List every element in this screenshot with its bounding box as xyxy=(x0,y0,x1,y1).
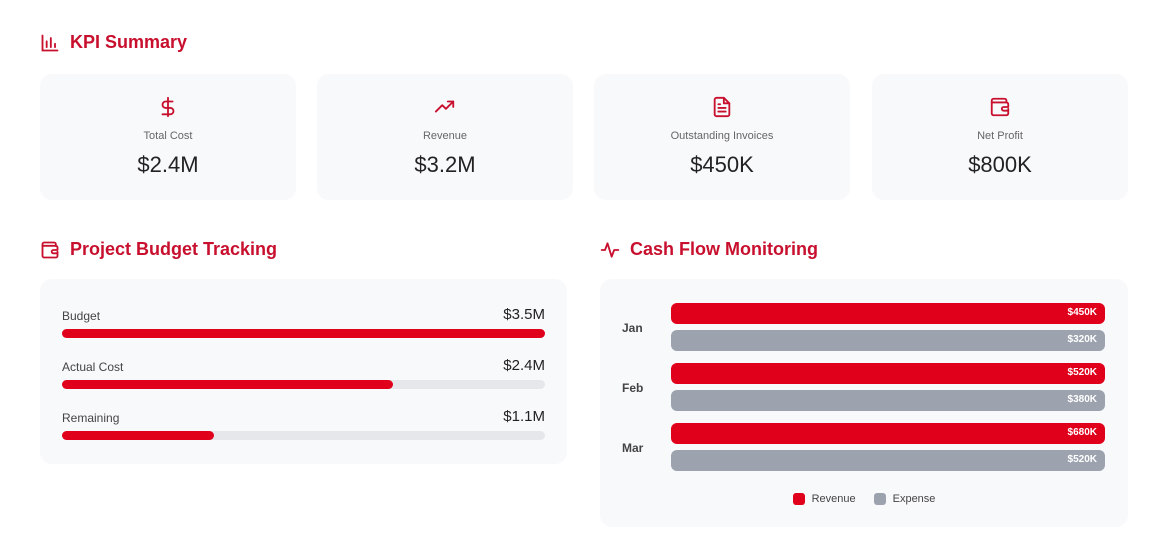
expense-bar: $320K xyxy=(671,330,1105,351)
bar-chart-icon xyxy=(41,34,59,51)
month-label: Jan xyxy=(622,321,643,335)
legend-item-revenue: Revenue xyxy=(792,493,856,505)
kpi-summary-title: KPI Summary xyxy=(40,32,187,53)
cashflow-section-title: Cash Flow Monitoring xyxy=(600,239,818,260)
kpi-card-total-cost: Total Cost $2.4M xyxy=(40,74,296,200)
kpi-value: $3.2M xyxy=(414,152,476,177)
legend-label: Revenue xyxy=(811,493,856,505)
bar-value-label: $450K xyxy=(1067,307,1097,318)
progress-track xyxy=(62,380,545,389)
dollar-icon xyxy=(161,96,175,118)
budget-row-label: Remaining xyxy=(62,411,120,425)
expense-bar: $520K xyxy=(671,450,1105,471)
progress-track xyxy=(62,431,545,440)
kpi-card-outstanding-invoices: Outstanding Invoices $450K xyxy=(594,74,850,200)
budget-row-value: $3.5M xyxy=(503,306,545,323)
bar-value-label: $380K xyxy=(1067,394,1097,405)
legend-swatch-revenue xyxy=(792,493,805,505)
kpi-value: $2.4M xyxy=(137,152,199,177)
budget-section-label: Project Budget Tracking xyxy=(70,239,278,259)
progress-fill xyxy=(62,431,214,440)
legend-item-expense: Expense xyxy=(873,493,936,505)
kpi-label: Total Cost xyxy=(143,130,193,142)
revenue-bar: $520K xyxy=(671,363,1105,384)
wallet-icon xyxy=(41,241,59,258)
progress-fill xyxy=(62,380,394,389)
expense-bar: $380K xyxy=(671,390,1105,411)
progress-fill xyxy=(62,329,545,338)
progress-track xyxy=(62,329,545,338)
budget-section-title: Project Budget Tracking xyxy=(40,239,277,260)
cashflow-chart: Revenue Expense Jan $450K $320K Feb $520K $38… xyxy=(600,279,1128,527)
cashflow-section-label: Cash Flow Monitoring xyxy=(630,239,818,259)
bar-value-label: $680K xyxy=(1067,427,1097,438)
kpi-label: Net Profit xyxy=(977,130,1023,142)
kpi-card-net-profit: Net Profit $800K xyxy=(872,74,1128,200)
budget-card: Budget $3.5M Actual Cost $2.4M Remaining… xyxy=(40,279,567,464)
bar-value-label: $520K xyxy=(1067,367,1097,378)
chart-legend: Revenue Expense xyxy=(600,493,1128,505)
kpi-value: $450K xyxy=(690,152,754,177)
legend-swatch-expense xyxy=(873,493,886,505)
document-icon xyxy=(713,96,731,118)
budget-row-label: Budget xyxy=(62,309,101,323)
wallet-icon xyxy=(990,97,1010,117)
revenue-bar: $450K xyxy=(671,303,1105,324)
kpi-label: Revenue xyxy=(422,130,468,142)
revenue-bar: $680K xyxy=(671,423,1105,444)
budget-row-value: $1.1M xyxy=(503,408,545,425)
kpi-label: Outstanding Invoices xyxy=(670,130,774,142)
month-label: Feb xyxy=(622,381,644,395)
budget-row-label: Actual Cost xyxy=(62,360,124,374)
bar-value-label: $520K xyxy=(1067,454,1097,465)
bar-value-label: $320K xyxy=(1067,334,1097,345)
month-label: Mar xyxy=(622,441,644,455)
kpi-value: $800K xyxy=(968,152,1032,177)
kpi-summary-label: KPI Summary xyxy=(70,32,188,52)
trending-up-icon xyxy=(434,100,455,113)
activity-icon xyxy=(600,241,620,258)
kpi-card-revenue: Revenue $3.2M xyxy=(317,74,573,200)
legend-label: Expense xyxy=(892,493,936,505)
budget-row-value: $2.4M xyxy=(503,357,545,374)
